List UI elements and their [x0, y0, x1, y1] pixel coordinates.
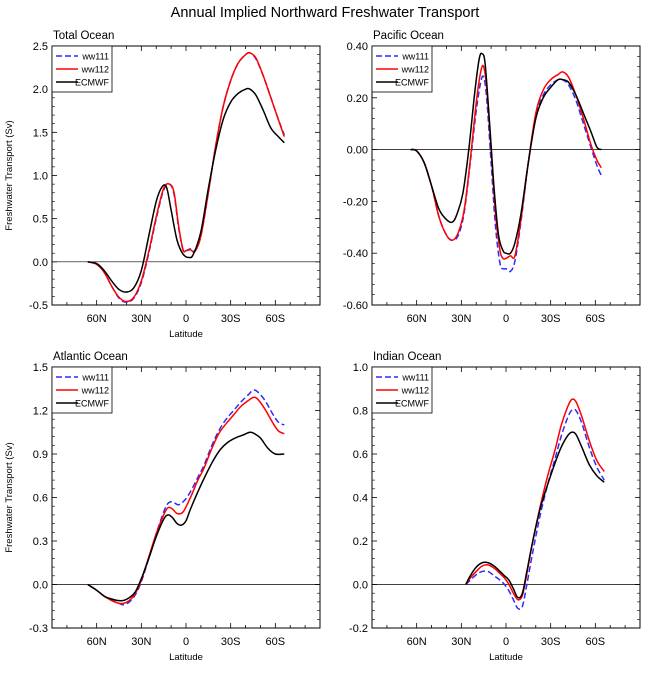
x-tick-label: 60N [407, 313, 427, 325]
legend-entry: ww111 [401, 373, 429, 383]
series-line-ecmwf [410, 52, 602, 255]
y-tick-label: 0.5 [33, 214, 48, 226]
legend-entry: ww111 [81, 373, 109, 383]
legend-entry: ECMWF [75, 78, 109, 88]
y-tick-label: 0.4 [353, 493, 368, 505]
x-tick-label: 30S [221, 636, 241, 648]
y-tick-label: -0.5 [29, 300, 48, 312]
y-tick-label: 2.5 [33, 41, 48, 53]
y-tick-label: -0.3 [29, 623, 48, 635]
chart-panel: Total Ocean 60N 30N 0 30S 60S -0.5 0.0 0.5 1.0 1.5… [4, 30, 321, 340]
legend-entry: ECMWF [395, 399, 429, 409]
series-line-ww111 [87, 389, 285, 606]
legend-entry: ECMWF [75, 399, 109, 409]
x-tick-label: 0 [503, 313, 509, 325]
y-tick-label: -0.40 [343, 248, 368, 260]
series-line-ecmwf [87, 87, 285, 293]
x-tick-label: 60S [586, 636, 606, 648]
x-tick-label: 0 [503, 636, 509, 648]
y-tick-label: 1.0 [33, 171, 48, 183]
y-tick-label: -0.20 [343, 196, 368, 208]
legend-entry: ww112 [81, 386, 109, 396]
chart-panel: Pacific Ocean 60N 30N 0 30S 60S -0.60 -0.40 -0.2… [343, 30, 641, 325]
legend-entry: ww111 [81, 52, 109, 62]
y-tick-label: 2.0 [33, 84, 48, 96]
x-tick-label: 60N [87, 636, 107, 648]
x-tick-label: 60S [586, 313, 606, 325]
legend-entry: ww112 [401, 386, 429, 396]
series-line-ecmwf [465, 431, 605, 599]
legend-entry: ww112 [81, 65, 109, 75]
x-tick-label: 0 [183, 636, 189, 648]
y-tick-label: 0.40 [347, 41, 368, 53]
x-tick-label: 60S [266, 313, 286, 325]
panel-title: Total Ocean [53, 30, 114, 42]
x-tick-label: 30S [221, 313, 241, 325]
x-axis-label: Latitude [489, 652, 523, 663]
legend: ww111 ww112 ECMWF [51, 366, 113, 414]
series-line-ww111 [465, 408, 605, 611]
y-tick-label: 0.0 [33, 580, 48, 592]
y-tick-label: 1.2 [33, 406, 48, 418]
y-axis-label: Freshwater Transport (Sv) [4, 442, 15, 552]
x-axis-label: Latitude [169, 652, 203, 663]
figure-title: Annual Implied Northward Freshwater Tran… [171, 5, 480, 21]
series-line-ww111 [410, 75, 602, 273]
y-tick-label: 0.0 [353, 580, 368, 592]
x-tick-label: 30N [451, 636, 471, 648]
series-line-ecmwf [87, 431, 285, 602]
x-tick-label: 30S [541, 636, 561, 648]
x-tick-label: 60S [266, 636, 286, 648]
x-tick-label: 60N [407, 636, 427, 648]
y-tick-label: 0.0 [33, 257, 48, 269]
x-tick-label: 0 [183, 313, 189, 325]
y-tick-label: 0.20 [347, 93, 368, 105]
series-line-ww112 [87, 51, 285, 303]
legend: ww111 ww112 ECMWF [371, 45, 433, 93]
y-tick-label: 0.6 [33, 493, 48, 505]
y-tick-label: 0.6 [353, 449, 368, 461]
series-line-ww112 [87, 396, 285, 605]
legend-entry: ww112 [401, 65, 429, 75]
legend: ww111 ww112 ECMWF [371, 366, 433, 414]
chart-panel: Indian Ocean 60N 30N 0 30S 60S -0.2 0.0 0.2 0.4 0.… [349, 351, 641, 663]
y-axis-label: Freshwater Transport (Sv) [4, 120, 15, 230]
legend-entry: ww111 [401, 52, 429, 62]
panel-title: Pacific Ocean [373, 30, 444, 42]
chart-panel: Atlantic Ocean 60N 30N 0 30S 60S -0.3 0.0 0.3 0.6… [4, 351, 321, 663]
legend-entry: ECMWF [395, 78, 429, 88]
x-axis-label: Latitude [169, 329, 203, 340]
y-tick-label: 0.3 [33, 536, 48, 548]
y-tick-label: -0.2 [349, 623, 368, 635]
y-tick-label: 1.5 [33, 362, 48, 374]
y-tick-label: -0.60 [343, 300, 368, 312]
y-tick-label: 0.2 [353, 536, 368, 548]
x-tick-label: 60N [87, 313, 107, 325]
series-line-ww111 [87, 51, 285, 304]
panel-title: Indian Ocean [373, 351, 441, 363]
x-tick-label: 30N [131, 313, 151, 325]
x-tick-label: 30N [451, 313, 471, 325]
legend: ww111 ww112 ECMWF [51, 45, 113, 93]
panel-title: Atlantic Ocean [53, 351, 128, 363]
y-tick-label: 0.00 [347, 145, 368, 157]
series-line-ww112 [410, 64, 602, 260]
y-tick-label: 0.9 [33, 449, 48, 461]
y-tick-label: 0.8 [353, 406, 368, 418]
y-tick-label: 1.0 [353, 362, 368, 374]
x-tick-label: 30N [131, 636, 151, 648]
x-tick-label: 30S [541, 313, 561, 325]
y-tick-label: 1.5 [33, 127, 48, 139]
